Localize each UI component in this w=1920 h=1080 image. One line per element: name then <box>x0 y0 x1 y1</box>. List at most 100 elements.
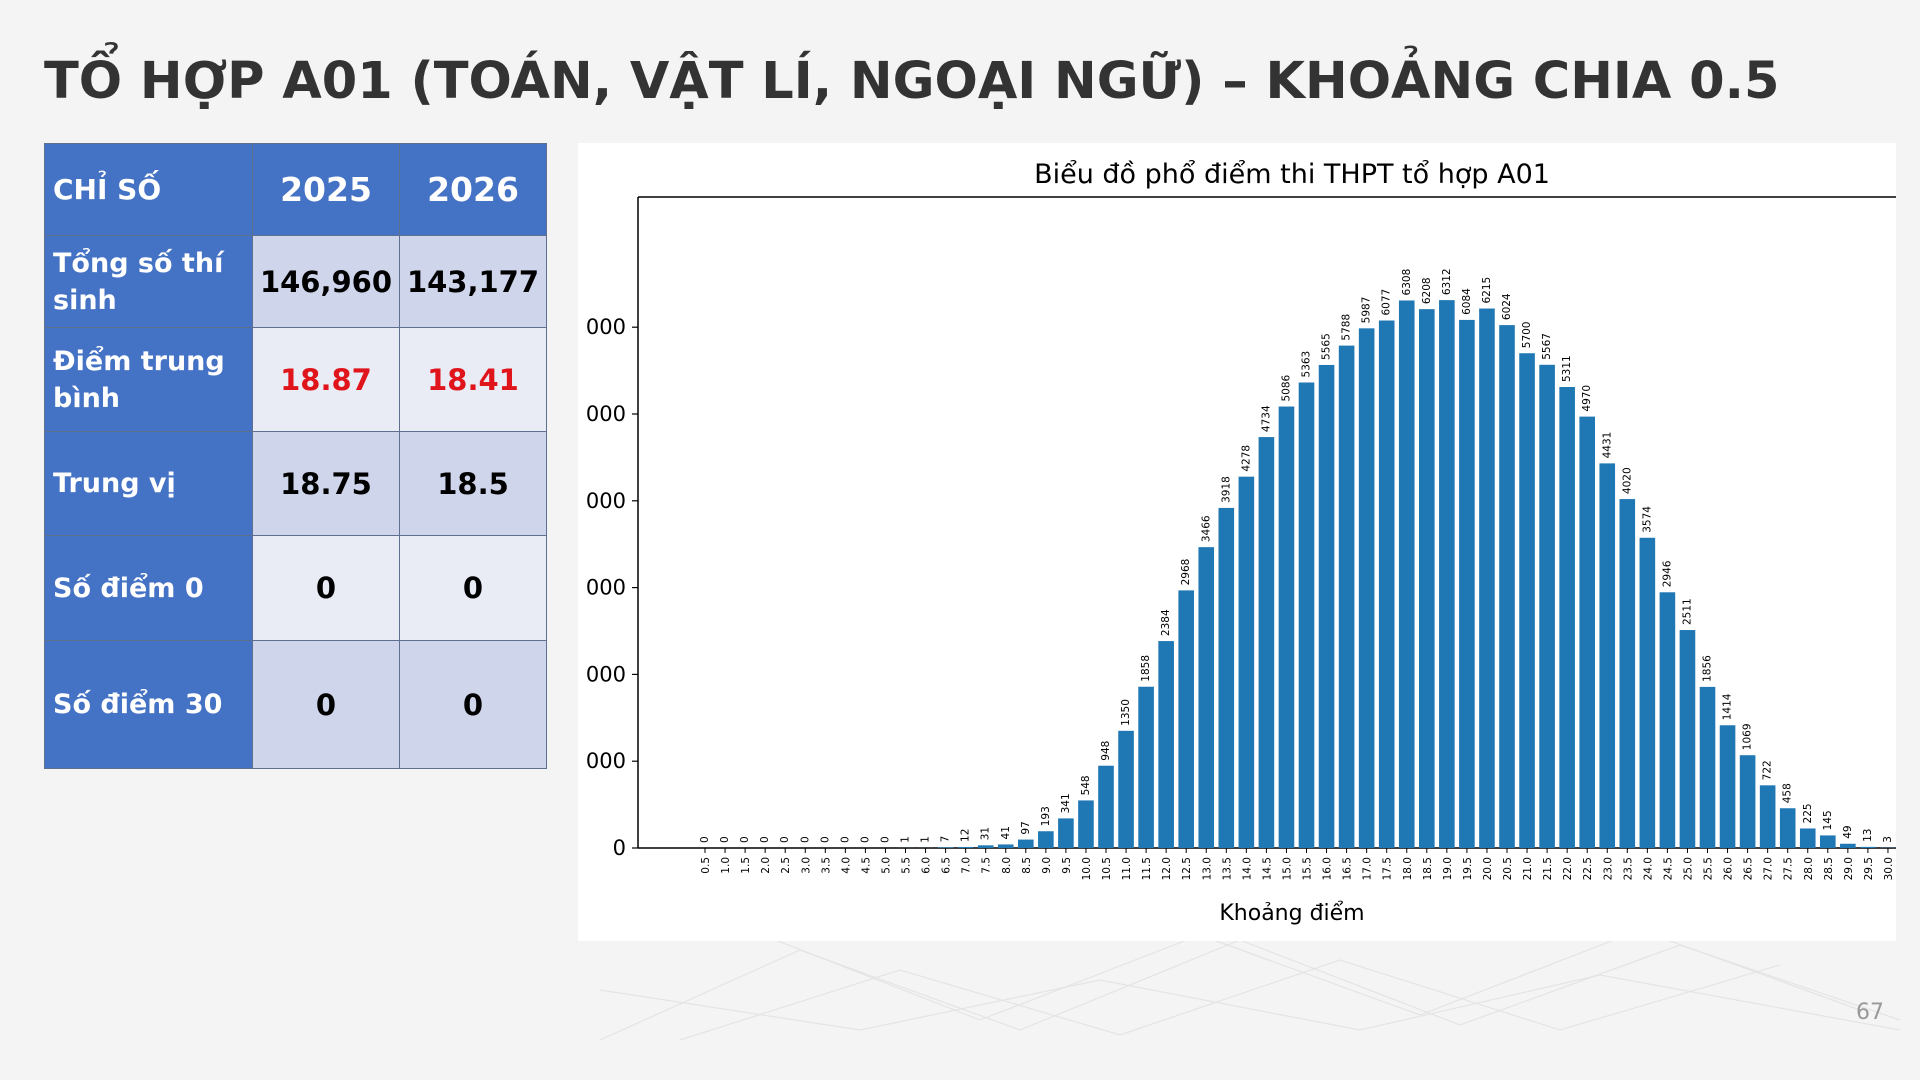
bar-value-label: 948 <box>1100 741 1112 761</box>
y-tick-label: 000 <box>586 315 626 339</box>
bar-value-label: 1 <box>900 836 912 843</box>
bar <box>1318 364 1335 848</box>
bar <box>1419 309 1435 848</box>
bar <box>1559 387 1575 848</box>
row-value-2026: 0 <box>399 535 547 641</box>
x-tick-label: 10.0 <box>1081 857 1093 880</box>
bar <box>1158 641 1174 848</box>
bar-value-label: 0 <box>759 836 771 843</box>
x-tick-label: 29.0 <box>1843 857 1855 880</box>
x-tick-label: 24.0 <box>1642 857 1654 880</box>
bar-value-label: 2968 <box>1180 559 1192 586</box>
x-tick-label: 28.0 <box>1803 857 1815 880</box>
bar-value-label: 5567 <box>1541 333 1553 360</box>
x-tick-label: 8.5 <box>1021 857 1033 874</box>
x-tick-label: 23.5 <box>1622 857 1634 880</box>
x-tick-label: 10.5 <box>1101 857 1113 880</box>
bar <box>957 846 974 848</box>
x-tick-label: 7.5 <box>981 857 993 874</box>
bar-value-label: 3918 <box>1220 476 1232 503</box>
x-tick-label: 3.5 <box>820 857 832 874</box>
bar <box>1398 300 1415 849</box>
x-tick-label: 9.0 <box>1041 857 1053 874</box>
bar-value-label: 341 <box>1060 793 1072 813</box>
x-tick-label: 28.5 <box>1823 857 1835 880</box>
x-tick-label: 3.0 <box>800 857 812 874</box>
bar <box>1018 839 1034 848</box>
bar-value-label: 5363 <box>1301 351 1313 378</box>
row-label: Trung vị <box>44 431 253 536</box>
table-header-row: CHỈ SỐ 2025 2026 <box>44 143 547 236</box>
bar-value-label: 0 <box>719 836 731 843</box>
bar <box>1258 437 1275 848</box>
bar-value-label: 225 <box>1802 803 1814 823</box>
bar-value-label: 6215 <box>1481 277 1493 304</box>
bar-value-label: 1 <box>920 836 932 843</box>
bar-value-label: 0 <box>779 836 791 843</box>
x-tick-label: 14.0 <box>1241 857 1253 880</box>
bar-value-label: 2384 <box>1160 609 1172 636</box>
row-value-2026: 143,177 <box>399 235 547 328</box>
x-tick-label: 19.5 <box>1462 857 1474 880</box>
bar <box>1759 785 1776 848</box>
bar-value-label: 5311 <box>1561 355 1573 382</box>
x-tick-label: 9.5 <box>1061 857 1073 874</box>
x-tick-label: 6.5 <box>941 857 953 874</box>
bar-value-label: 6024 <box>1501 293 1513 320</box>
x-tick-label: 26.0 <box>1723 857 1735 880</box>
x-tick-label: 6.0 <box>921 857 933 874</box>
x-tick-label: 18.0 <box>1402 857 1414 880</box>
bar-value-label: 31 <box>980 827 992 840</box>
x-tick-label: 14.5 <box>1261 857 1273 880</box>
x-tick-label: 5.5 <box>901 857 913 874</box>
header-label-cell: CHỈ SỐ <box>44 143 253 236</box>
bar-value-label: 5788 <box>1341 314 1353 341</box>
chart-title: Biểu đồ phổ điểm thi THPT tổ hợp A01 <box>1034 159 1550 190</box>
bar-value-label: 3466 <box>1200 515 1212 542</box>
x-tick-label: 4.5 <box>860 857 872 874</box>
bar <box>1218 507 1235 848</box>
bar-value-label: 7 <box>940 836 952 843</box>
bar-value-label: 458 <box>1782 783 1794 803</box>
bar <box>1659 592 1676 848</box>
x-tick-label: 22.5 <box>1582 857 1594 880</box>
header-year-2025: 2025 <box>252 143 400 236</box>
x-tick-label: 1.5 <box>740 857 752 874</box>
bar <box>1639 537 1656 848</box>
bar <box>1860 846 1876 848</box>
bar-value-label: 1856 <box>1702 655 1714 682</box>
bar-value-label: 12 <box>960 829 972 842</box>
bar <box>1499 325 1515 848</box>
row-label: Số điểm 30 <box>44 640 253 769</box>
y-tick-label: 000 <box>586 662 626 686</box>
bar <box>1619 499 1636 848</box>
bar-value-label: 2946 <box>1661 560 1673 587</box>
table-row: Trung vị 18.75 18.5 <box>44 431 547 536</box>
bar-value-label: 6312 <box>1441 268 1453 295</box>
slide-title: TỔ HỢP A01 (TOÁN, VẬT LÍ, NGOẠI NGỮ) – K… <box>44 52 1780 111</box>
x-tick-label: 21.0 <box>1522 857 1534 880</box>
row-value-2025: 0 <box>252 535 400 641</box>
bar <box>1378 320 1395 848</box>
bar-value-label: 97 <box>1020 821 1032 834</box>
y-tick-label: 000 <box>586 402 626 426</box>
bar <box>1178 590 1194 848</box>
bar-value-label: 0 <box>879 836 891 843</box>
row-value-2025: 0 <box>252 640 400 769</box>
x-tick-label: 25.0 <box>1682 857 1694 880</box>
bar <box>1038 831 1054 848</box>
x-tick-label: 26.5 <box>1743 857 1755 880</box>
x-tick-label: 20.0 <box>1482 857 1494 880</box>
y-tick-label: 0 <box>613 836 626 860</box>
bar-value-label: 0 <box>699 836 711 843</box>
bar <box>1459 319 1475 848</box>
bar <box>1519 353 1535 848</box>
x-tick-label: 27.0 <box>1763 857 1775 880</box>
bar-value-label: 4431 <box>1601 432 1613 459</box>
bar <box>1358 328 1375 849</box>
x-tick-label: 4.0 <box>840 857 852 874</box>
bar-value-label: 1858 <box>1140 655 1152 682</box>
x-tick-label: 2.5 <box>780 857 792 874</box>
x-tick-label: 25.5 <box>1703 857 1715 880</box>
bar <box>1699 686 1716 848</box>
